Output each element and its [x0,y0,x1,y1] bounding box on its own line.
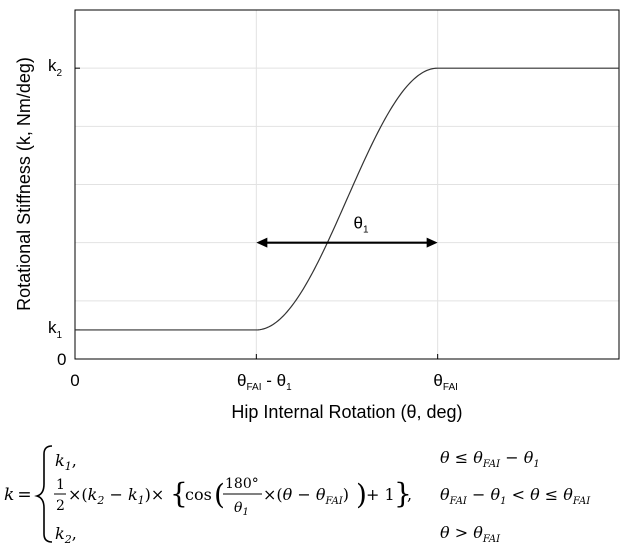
case3-condition: θ > θFAI [440,523,501,545]
case2-value: 1 2 ×(k2 − k1)× { cos ( 180° θ1 ×(θ − θF… [54,476,412,518]
svg-text:,: , [407,485,412,504]
svg-text:1: 1 [56,477,65,493]
x-tick-label-thetafai: θFAI [433,371,457,393]
y-axis-title: Rotational Stiffness (k, Nm/deg) [14,57,34,311]
equation-lhs: k = [4,485,32,505]
svg-text:{: { [170,477,188,510]
svg-text:180°: 180° [225,476,259,492]
case1-condition: θ ≤ θFAI − θ1 [440,448,540,470]
svg-text:cos: cos [185,485,212,504]
svg-text:): ) [356,478,367,511]
x-tick-label-thetafai-minus-theta1: θFAI - θ1 [237,371,292,393]
case1-value: k1, [55,451,77,473]
svg-text:(: ( [214,478,225,511]
svg-text:θ1: θ1 [234,500,249,518]
svg-text:×(k2 − k1)×: ×(k2 − k1)× [68,485,164,507]
plot-frame [74,9,620,360]
piecewise-equation: k = k1, 1 2 ×(k2 − k1)× { cos ( 180° θ1 ×… [4,445,591,545]
svg-text:×(θ − θFAI): ×(θ − θFAI) [263,485,349,507]
theta1-range-arrow [256,237,438,248]
svg-text:}: } [394,477,412,510]
x-tick-label-0: 0 [70,371,79,390]
theta1-annotation-label: θ1 [353,214,368,236]
svg-text:+ 1: + 1 [366,485,395,504]
stiffness-curve [75,67,619,331]
y-tick-label-0: 0 [57,350,66,369]
chart-grid [75,10,619,359]
x-axis-title: Hip Internal Rotation (θ, deg) [231,402,462,422]
svg-text:2: 2 [56,498,65,514]
case2-condition: θFAI − θ1 < θ ≤ θFAI [440,485,591,507]
y-tick-label-k1: k1 [48,318,63,341]
y-tick-label-k2: k2 [48,56,63,79]
case3-value: k2, [55,524,77,545]
equation-left-brace [34,445,53,543]
